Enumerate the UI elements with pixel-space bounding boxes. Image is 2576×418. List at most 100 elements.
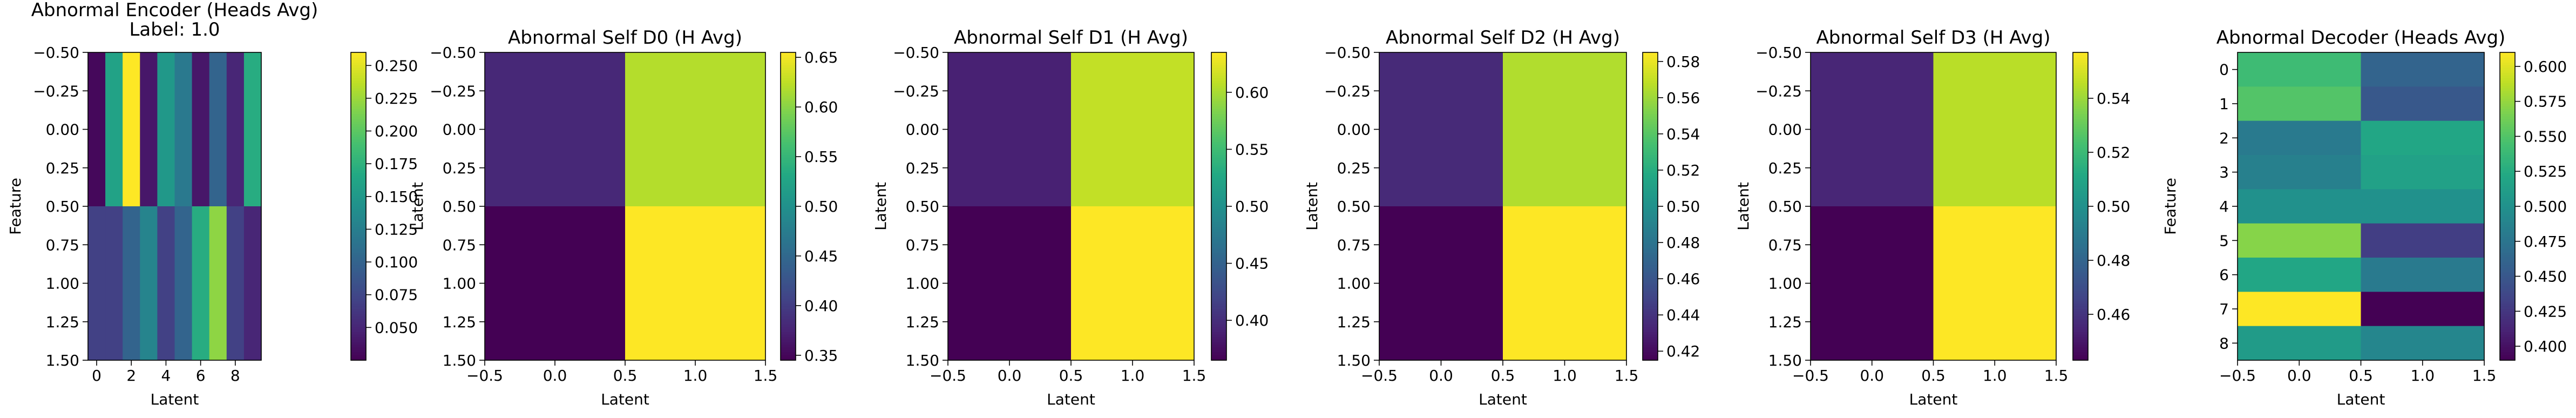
- colorbar-gradient-step: [781, 124, 796, 127]
- colorbar-gradient-step: [351, 96, 366, 99]
- heatmap-cell-r1-c3: [140, 206, 158, 361]
- heatmap-cell-r1-c0: [2238, 86, 2361, 122]
- colorbar-gradient-step: [351, 268, 366, 271]
- colorbar-gradient-step: [1643, 311, 1658, 315]
- heatmap-cell-r1-c8: [226, 206, 245, 361]
- colorbar-gradient-step: [1211, 96, 1226, 99]
- colorbar-gradient-step: [351, 275, 366, 279]
- colorbar-gradient-step: [1643, 126, 1658, 130]
- colorbar-gradient-step: [2500, 83, 2515, 86]
- heatmap-cell-r1-c1: [105, 206, 123, 361]
- colorbar-tick-label: 0.46: [2097, 306, 2130, 323]
- colorbar-gradient-step: [781, 93, 796, 97]
- colorbar-gradient-step: [1211, 314, 1226, 317]
- x-tick-label: 1.0: [1121, 367, 1145, 385]
- colorbar-gradient-step: [2500, 247, 2515, 251]
- heatmap-cell-r7-c0: [2238, 292, 2361, 327]
- heatmap-cell-r5-c0: [2238, 223, 2361, 258]
- colorbar-gradient-step: [781, 237, 796, 240]
- heatmap-cell-r0-c0: [948, 52, 1072, 207]
- colorbar-gradient-step: [1211, 137, 1226, 140]
- colorbar-gradient-step: [1211, 208, 1226, 212]
- colorbar-gradient-step: [1643, 198, 1658, 202]
- colorbar-gradient-step: [2500, 124, 2515, 127]
- colorbar-gradient-step: [1643, 80, 1658, 84]
- colorbar-gradient-step: [1643, 60, 1658, 63]
- colorbar-tick-label: 0.600: [2524, 58, 2567, 76]
- colorbar-gradient-step: [781, 247, 796, 251]
- colorbar-gradient-step: [1643, 327, 1658, 330]
- colorbar-gradient-step: [351, 250, 366, 253]
- colorbar-gradient-step: [781, 142, 796, 145]
- heatmap-cell-r1-c1: [1933, 206, 2057, 361]
- colorbar-gradient-step: [2500, 319, 2515, 322]
- colorbar-gradient-step: [1643, 114, 1658, 117]
- colorbar-gradient-step: [1211, 170, 1226, 173]
- y-tick-label: 0.75: [906, 236, 939, 254]
- heatmap-cell-r0-c0: [485, 52, 626, 207]
- colorbar-gradient-step: [2500, 63, 2515, 66]
- colorbar-gradient-step: [2073, 101, 2088, 104]
- colorbar-gradient-step: [781, 273, 796, 276]
- colorbar-gradient-step: [1211, 319, 1226, 322]
- colorbar-gradient-step: [2073, 291, 2088, 294]
- colorbar-gradient-step: [2500, 98, 2515, 102]
- colorbar-gradient-step: [2073, 170, 2088, 173]
- colorbar-gradient-step: [2073, 319, 2088, 322]
- colorbar-gradient-step: [781, 345, 796, 348]
- colorbar-gradient-step: [351, 91, 366, 94]
- colorbar-gradient-step: [1643, 260, 1658, 264]
- colorbar-gradient-step: [2500, 139, 2515, 143]
- y-tick-label: −0.50: [33, 44, 79, 62]
- colorbar-tick-label: 0.50: [2097, 198, 2130, 215]
- y-tick-label: 1.25: [443, 313, 476, 331]
- colorbar-gradient-step: [1211, 245, 1226, 248]
- colorbar-gradient-step: [2073, 227, 2088, 230]
- heatmap-cell-r7-c1: [2361, 292, 2485, 327]
- colorbar-gradient-step: [351, 98, 366, 102]
- colorbar-gradient-step: [1211, 280, 1226, 284]
- colorbar-gradient-step: [781, 239, 796, 243]
- colorbar-gradient-step: [2500, 232, 2515, 235]
- colorbar-gradient-step: [781, 152, 796, 156]
- colorbar-gradient-step: [1643, 250, 1658, 253]
- heatmap-cell-r1-c1: [2361, 86, 2485, 122]
- colorbar-gradient-step: [2073, 304, 2088, 307]
- colorbar-gradient-step: [351, 245, 366, 248]
- colorbar-gradient-step: [2500, 296, 2515, 299]
- colorbar-gradient-step: [2500, 91, 2515, 94]
- colorbar-gradient-step: [1643, 345, 1658, 348]
- colorbar-gradient-step: [1643, 352, 1658, 356]
- colorbar-gradient-step: [1643, 91, 1658, 94]
- colorbar-gradient-step: [2500, 211, 2515, 214]
- heatmap-cell-r5-c1: [2361, 223, 2485, 258]
- colorbar-gradient-step: [1643, 109, 1658, 112]
- colorbar-gradient-step: [2500, 180, 2515, 184]
- colorbar-gradient-step: [351, 180, 366, 184]
- colorbar-gradient-step: [1643, 275, 1658, 279]
- heatmap-cell-r0-c2: [123, 52, 140, 207]
- colorbar-gradient-step: [2500, 188, 2515, 192]
- colorbar-gradient-step: [1211, 198, 1226, 202]
- colorbar-gradient-step: [1643, 347, 1658, 350]
- colorbar-gradient-step: [781, 88, 796, 91]
- colorbar-gradient-step: [1643, 268, 1658, 271]
- colorbar-gradient-step: [351, 137, 366, 140]
- colorbar-gradient-step: [351, 314, 366, 317]
- heatmap-cell-r0-c0: [88, 52, 106, 207]
- colorbar-gradient-step: [2073, 329, 2088, 333]
- colorbar-gradient-step: [781, 321, 796, 325]
- colorbar-gradient-step: [351, 173, 366, 176]
- colorbar-gradient-step: [1643, 73, 1658, 76]
- colorbar-gradient-step: [1211, 334, 1226, 338]
- colorbar-gradient-step: [1643, 137, 1658, 140]
- colorbar-gradient-step: [781, 334, 796, 338]
- colorbar-gradient-step: [351, 273, 366, 276]
- colorbar-gradient-step: [351, 147, 366, 151]
- colorbar-gradient-step: [2073, 116, 2088, 120]
- colorbar-gradient-step: [2073, 160, 2088, 163]
- colorbar-gradient-step: [1211, 57, 1226, 60]
- colorbar-gradient-step: [2500, 111, 2515, 114]
- y-tick-label: 1.25: [1768, 313, 1802, 331]
- colorbar-gradient-step: [2500, 288, 2515, 292]
